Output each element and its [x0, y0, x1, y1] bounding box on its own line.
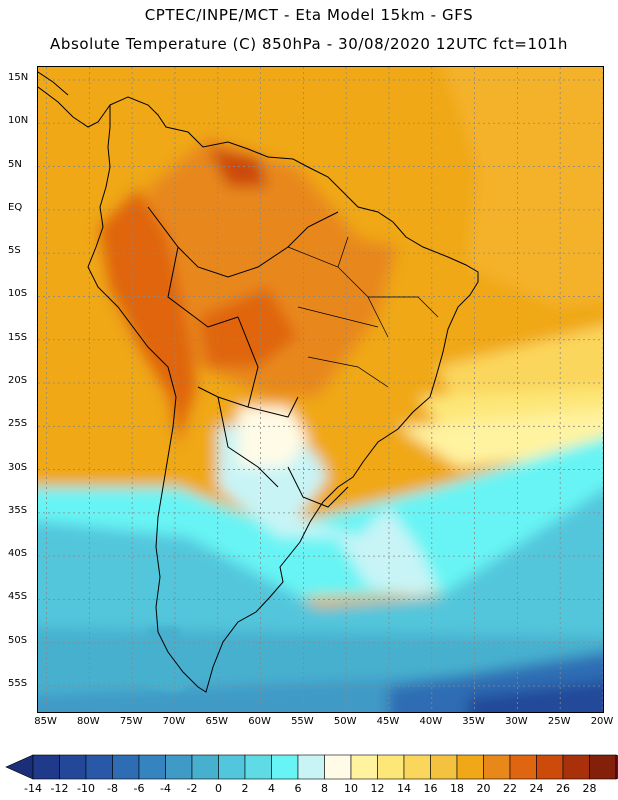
colorbar-swatch: [536, 754, 564, 780]
colorbar-swatch: [403, 754, 431, 780]
colorbar-swatch: [562, 754, 590, 780]
colorbar-tick-label: 20: [476, 782, 491, 795]
colorbar-swatch: [138, 754, 166, 780]
brazil-states: [287, 236, 439, 388]
colorbar-tick-label: -2: [186, 782, 198, 795]
cold-air-core: [238, 407, 308, 467]
highland-hot-spot: [198, 287, 298, 367]
colorbar-tick-label: 6: [294, 782, 302, 795]
colorbar-swatch: [32, 754, 60, 780]
colorbar-tick-label: -6: [133, 782, 145, 795]
longitude-tick-label: 55W: [291, 716, 314, 727]
colorbar-tick-label: 18: [450, 782, 464, 795]
colorbar-tick-label: 16: [423, 782, 438, 795]
latitude-tick-label: 10N: [8, 115, 29, 127]
longitude-tick-label: 75W: [119, 716, 143, 727]
longitude-tick-label: 80W: [77, 716, 100, 727]
longitude-tick-label: 20W: [590, 716, 614, 727]
latitude-tick-label: 55S: [8, 678, 28, 690]
longitude-tick-label: 70W: [162, 716, 186, 727]
latitude-tick-label: 20S: [8, 375, 28, 386]
longitude-tick-label: 30W: [505, 716, 528, 727]
longitude-tick-label: 50W: [333, 716, 357, 727]
map-canvas: [38, 67, 603, 712]
andes-hot-strip: [98, 187, 198, 447]
latitude-tick-label: 15S: [8, 331, 28, 343]
colorbar-tick-label: -10: [77, 782, 95, 795]
temperature-map: [37, 66, 604, 713]
colorbar-tick-label: -8: [107, 782, 118, 795]
colorbar-tick-label: 4: [268, 782, 275, 795]
colorbar-tick-label: 0: [215, 782, 222, 795]
country-border-south: [197, 386, 349, 508]
colorbar-swatch: [112, 754, 140, 780]
colorbar-swatch: [324, 754, 352, 780]
colorbar-swatch: [271, 754, 299, 780]
warm-north-atlantic: [444, 67, 603, 307]
colorbar-tick-label: 22: [503, 782, 517, 795]
colorbar-tick-label: 14: [397, 782, 411, 795]
colorbar-swatch: [350, 754, 378, 780]
latitude-tick-label: 45S: [8, 591, 28, 603]
latitude-tick-label: 15N: [8, 71, 29, 83]
sea-surface-band: [398, 409, 603, 467]
patagonia-cold-strip: [148, 627, 198, 692]
colorbar-tick-label: -14: [24, 782, 42, 795]
map-subtitle: Absolute Temperature (C) 850hPa - 30/08/…: [49, 35, 569, 53]
map-title: CPTEC/INPE/MCT - Eta Model 15km - GFS: [144, 6, 474, 24]
colorbar-swatch: [297, 754, 325, 780]
latitude-tick-label: 5N: [8, 158, 22, 170]
colorbar-swatch: [85, 754, 113, 780]
colorbar-swatch: [589, 754, 617, 780]
colorbar: [5, 754, 618, 780]
south-america-coastline: [87, 96, 479, 693]
central-america-coastline: [38, 71, 111, 128]
colorbar-tick-label: 10: [344, 782, 358, 795]
colorbar-swatch: [218, 754, 246, 780]
northern-hot-spot: [208, 147, 268, 187]
colorbar-tick-label: -4: [160, 782, 171, 795]
colorbar-boxes: [5, 754, 618, 780]
longitude-tick-label: 25W: [547, 716, 571, 727]
colorbar-swatch: [244, 754, 272, 780]
latitude-tick-label: 10S: [8, 288, 28, 300]
longitude-tick-label: 60W: [248, 716, 271, 727]
colorbar-swatch: [509, 754, 537, 780]
latitude-tick-label: 30S: [8, 461, 28, 473]
latitude-tick-label: 5S: [8, 245, 21, 257]
colorbar-tick-label: 24: [529, 782, 544, 795]
latitude-tick-label: 35S: [8, 504, 28, 516]
colorbar-swatch: [191, 754, 219, 780]
colorbar-tick-label: -12: [50, 782, 69, 795]
longitude-tick-label: 45W: [376, 716, 400, 727]
latitude-tick-label: 40S: [8, 548, 28, 560]
colorbar-swatch: [456, 754, 484, 780]
latitude-tick-label: EQ: [8, 201, 23, 213]
coldest-southeast: [468, 681, 603, 712]
coastlines-and-borders: [38, 71, 479, 693]
colorbar-tick-label: 12: [370, 782, 385, 795]
colorbar-tick-label: 2: [241, 782, 249, 795]
longitude-tick-label: 65W: [205, 716, 229, 727]
colorbar-swatch: [430, 754, 458, 780]
latitude-tick-label: 50S: [8, 634, 28, 646]
colorbar-swatch: [59, 754, 87, 780]
colorbar-swatch: [165, 754, 193, 780]
colorbar-tick-label: 26: [556, 782, 570, 795]
longitude-tick-label: 85W: [34, 716, 57, 727]
longitude-tick-label: 40W: [419, 716, 443, 727]
colorbar-tick-label: 8: [321, 782, 328, 795]
colorbar-under-arrow: [5, 754, 34, 780]
graticule: [38, 67, 603, 712]
colorbar-swatch: [483, 754, 511, 780]
cold-ocean-mid: [38, 489, 603, 667]
longitude-tick-label: 35W: [462, 716, 485, 727]
latitude-tick-label: 25S: [8, 418, 28, 430]
colorbar-swatch: [377, 754, 405, 780]
colorbar-tick-label: 28: [582, 782, 597, 795]
